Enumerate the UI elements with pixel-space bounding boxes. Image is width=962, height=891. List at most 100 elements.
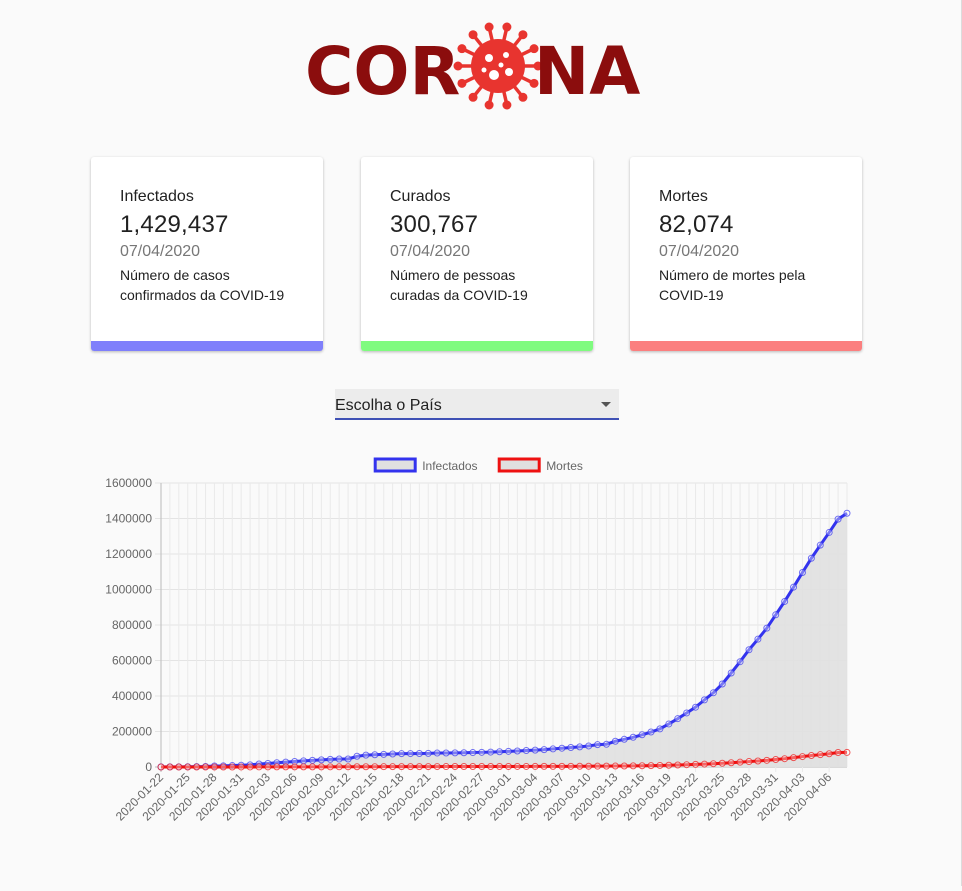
data-point[interactable] bbox=[415, 763, 423, 771]
data-point[interactable] bbox=[718, 680, 726, 688]
data-point[interactable] bbox=[709, 760, 717, 768]
data-point[interactable] bbox=[763, 756, 771, 764]
data-point[interactable] bbox=[282, 763, 290, 771]
data-point[interactable] bbox=[237, 763, 245, 771]
data-point[interactable] bbox=[317, 756, 325, 764]
data-point[interactable] bbox=[193, 763, 201, 771]
data-point[interactable] bbox=[647, 728, 655, 736]
data-point[interactable] bbox=[594, 741, 602, 749]
data-point[interactable] bbox=[424, 749, 432, 757]
data-point[interactable] bbox=[736, 658, 744, 666]
data-point[interactable] bbox=[816, 541, 824, 549]
data-point[interactable] bbox=[362, 751, 370, 759]
data-point[interactable] bbox=[834, 748, 842, 756]
data-point[interactable] bbox=[175, 763, 183, 771]
data-point[interactable] bbox=[442, 763, 450, 771]
data-point[interactable] bbox=[344, 763, 352, 771]
data-point[interactable] bbox=[558, 744, 566, 752]
data-point[interactable] bbox=[487, 762, 495, 770]
data-point[interactable] bbox=[308, 756, 316, 764]
data-point[interactable] bbox=[683, 761, 691, 769]
data-point[interactable] bbox=[647, 762, 655, 770]
data-point[interactable] bbox=[451, 763, 459, 771]
data-point[interactable] bbox=[442, 749, 450, 757]
data-point[interactable] bbox=[718, 759, 726, 767]
data-point[interactable] bbox=[602, 740, 610, 748]
data-point[interactable] bbox=[166, 763, 174, 771]
data-point[interactable] bbox=[772, 756, 780, 764]
data-point[interactable] bbox=[344, 755, 352, 763]
data-point[interactable] bbox=[807, 554, 815, 562]
data-point[interactable] bbox=[460, 749, 468, 757]
data-point[interactable] bbox=[389, 750, 397, 758]
data-point[interactable] bbox=[300, 763, 308, 771]
data-point[interactable] bbox=[629, 762, 637, 770]
data-point[interactable] bbox=[513, 762, 521, 770]
data-point[interactable] bbox=[611, 762, 619, 770]
data-point[interactable] bbox=[478, 748, 486, 756]
data-point[interactable] bbox=[549, 745, 557, 753]
data-point[interactable] bbox=[798, 753, 806, 761]
data-point[interactable] bbox=[594, 762, 602, 770]
data-point[interactable] bbox=[772, 611, 780, 619]
data-point[interactable] bbox=[300, 757, 308, 765]
data-point[interactable] bbox=[798, 568, 806, 576]
data-point[interactable] bbox=[353, 752, 361, 760]
data-point[interactable] bbox=[745, 646, 753, 654]
data-point[interactable] bbox=[540, 762, 548, 770]
data-point[interactable] bbox=[585, 742, 593, 750]
data-point[interactable] bbox=[602, 762, 610, 770]
data-point[interactable] bbox=[246, 763, 254, 771]
data-point[interactable] bbox=[656, 761, 664, 769]
data-point[interactable] bbox=[683, 709, 691, 717]
data-point[interactable] bbox=[380, 763, 388, 771]
data-point[interactable] bbox=[496, 762, 504, 770]
data-point[interactable] bbox=[291, 763, 299, 771]
data-point[interactable] bbox=[308, 763, 316, 771]
data-point[interactable] bbox=[567, 762, 575, 770]
data-point[interactable] bbox=[790, 754, 798, 762]
data-point[interactable] bbox=[406, 763, 414, 771]
data-point[interactable] bbox=[522, 762, 530, 770]
data-point[interactable] bbox=[736, 758, 744, 766]
legend-item-infectados[interactable]: Infectados bbox=[373, 457, 478, 473]
data-point[interactable] bbox=[398, 763, 406, 771]
data-point[interactable] bbox=[291, 758, 299, 766]
data-point[interactable] bbox=[540, 746, 548, 754]
data-point[interactable] bbox=[460, 763, 468, 771]
data-point[interactable] bbox=[255, 763, 263, 771]
data-point[interactable] bbox=[656, 725, 664, 733]
data-point[interactable] bbox=[380, 750, 388, 758]
data-point[interactable] bbox=[228, 763, 236, 771]
data-point[interactable] bbox=[638, 731, 646, 739]
data-point[interactable] bbox=[389, 763, 397, 771]
data-point[interactable] bbox=[620, 735, 628, 743]
data-point[interactable] bbox=[692, 760, 700, 768]
data-point[interactable] bbox=[611, 737, 619, 745]
data-point[interactable] bbox=[558, 762, 566, 770]
data-point[interactable] bbox=[576, 762, 584, 770]
country-select[interactable]: Escolha o País bbox=[335, 389, 619, 420]
data-point[interactable] bbox=[763, 624, 771, 632]
data-point[interactable] bbox=[781, 755, 789, 763]
data-point[interactable] bbox=[665, 761, 673, 769]
data-point[interactable] bbox=[202, 763, 210, 771]
data-point[interactable] bbox=[700, 760, 708, 768]
data-point[interactable] bbox=[210, 763, 218, 771]
data-point[interactable] bbox=[790, 583, 798, 591]
data-point[interactable] bbox=[326, 763, 334, 771]
data-point[interactable] bbox=[727, 669, 735, 677]
data-point[interactable] bbox=[754, 635, 762, 643]
data-point[interactable] bbox=[398, 750, 406, 758]
data-point[interactable] bbox=[424, 763, 432, 771]
data-point[interactable] bbox=[184, 763, 192, 771]
data-point[interactable] bbox=[513, 747, 521, 755]
data-point[interactable] bbox=[433, 749, 441, 757]
data-point[interactable] bbox=[469, 749, 477, 757]
data-point[interactable] bbox=[834, 515, 842, 523]
data-point[interactable] bbox=[807, 752, 815, 760]
data-point[interactable] bbox=[825, 528, 833, 536]
data-point[interactable] bbox=[219, 763, 227, 771]
data-point[interactable] bbox=[415, 749, 423, 757]
data-point[interactable] bbox=[754, 757, 762, 765]
